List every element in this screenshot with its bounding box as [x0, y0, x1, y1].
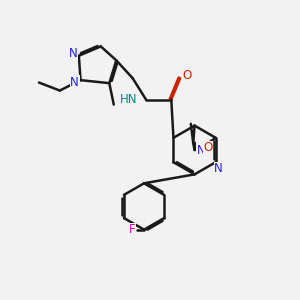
Text: N: N	[214, 162, 223, 175]
Text: O: O	[203, 141, 212, 154]
Text: F: F	[129, 223, 136, 236]
Text: N: N	[197, 144, 206, 157]
Text: N: N	[69, 47, 78, 60]
Text: O: O	[182, 69, 191, 82]
Text: HN: HN	[120, 93, 138, 106]
Text: N: N	[70, 76, 79, 89]
